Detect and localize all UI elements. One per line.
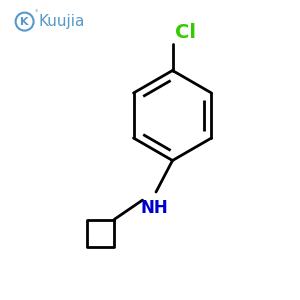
Text: Kuujia: Kuujia [38,14,85,29]
Text: K: K [20,16,29,27]
Text: NH: NH [141,199,168,217]
Text: Cl: Cl [175,23,196,42]
Text: °: ° [35,10,38,16]
